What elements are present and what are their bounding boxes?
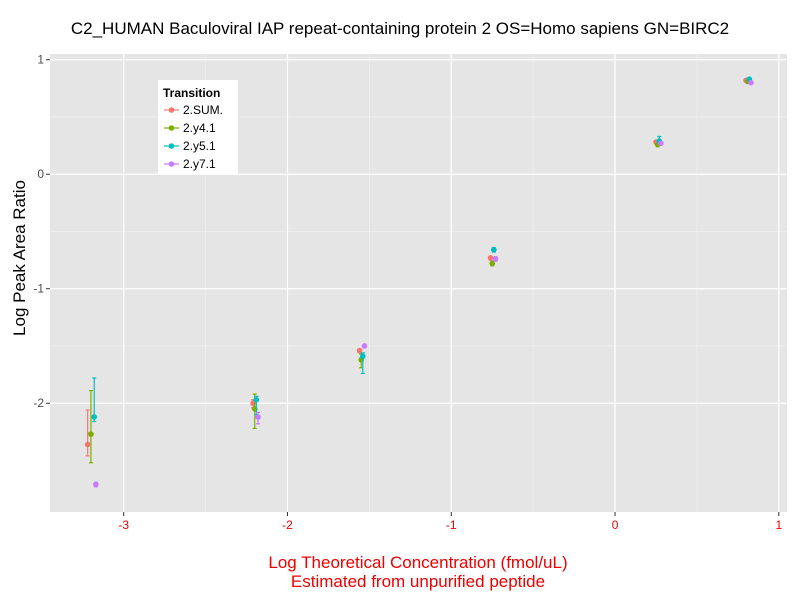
data-point	[356, 347, 363, 354]
data-point	[491, 246, 497, 253]
data-point	[748, 79, 754, 86]
data-point	[93, 481, 99, 488]
legend-key-point	[168, 107, 175, 113]
legend-key-point	[168, 143, 175, 149]
legend-label: 2.y7.1	[183, 157, 216, 171]
x-axis-label: Log Theoretical Concentration (fmol/uL)	[268, 553, 567, 572]
legend-label: 2.SUM.	[183, 103, 223, 117]
data-point	[88, 431, 94, 437]
y-tick-label: -1	[33, 282, 44, 296]
x-tick-label: 1	[775, 518, 782, 532]
chart-title: C2_HUMAN Baculoviral IAP repeat-containi…	[71, 19, 729, 38]
series-2-y7-1	[93, 79, 754, 488]
y-tick-label: 1	[37, 53, 44, 67]
data-point	[489, 260, 496, 267]
grid-lines	[50, 54, 787, 512]
x-tick-label: -3	[118, 518, 129, 532]
legend-key-point	[168, 161, 175, 167]
axes: -3 -2 -1 0 1 -2 -1 0 1	[33, 53, 782, 532]
series-2-SUM	[84, 77, 749, 457]
data-marks	[84, 76, 754, 488]
data-point	[84, 441, 91, 448]
x-tick-label: -1	[446, 518, 457, 532]
series-2-y5-1	[91, 76, 753, 423]
y-tick-label: -2	[33, 396, 44, 410]
x-tick-label: -2	[282, 518, 293, 532]
data-point	[492, 256, 499, 262]
legend-key-point	[168, 125, 175, 131]
x-axis-label-secondary: Estimated from unpurified peptide	[291, 572, 545, 591]
data-point	[361, 343, 368, 349]
data-point	[255, 414, 261, 420]
legend-title: Transition	[163, 86, 220, 100]
data-point	[360, 353, 366, 360]
legend: Transition 2.SUM. 2.y4.1 2.y5.1 2.y7.1	[158, 80, 238, 174]
y-axis-label: Log Peak Area Ratio	[10, 180, 29, 336]
y-tick-label: 0	[37, 167, 44, 181]
data-point	[253, 396, 260, 403]
data-point	[487, 255, 494, 261]
x-tick-label: 0	[612, 518, 619, 532]
legend-label: 2.y4.1	[183, 121, 216, 135]
data-point	[91, 414, 98, 420]
data-point	[658, 140, 664, 147]
chart-title-group: C2_HUMAN Baculoviral IAP repeat-containi…	[71, 19, 729, 38]
legend-label: 2.y5.1	[183, 139, 216, 153]
